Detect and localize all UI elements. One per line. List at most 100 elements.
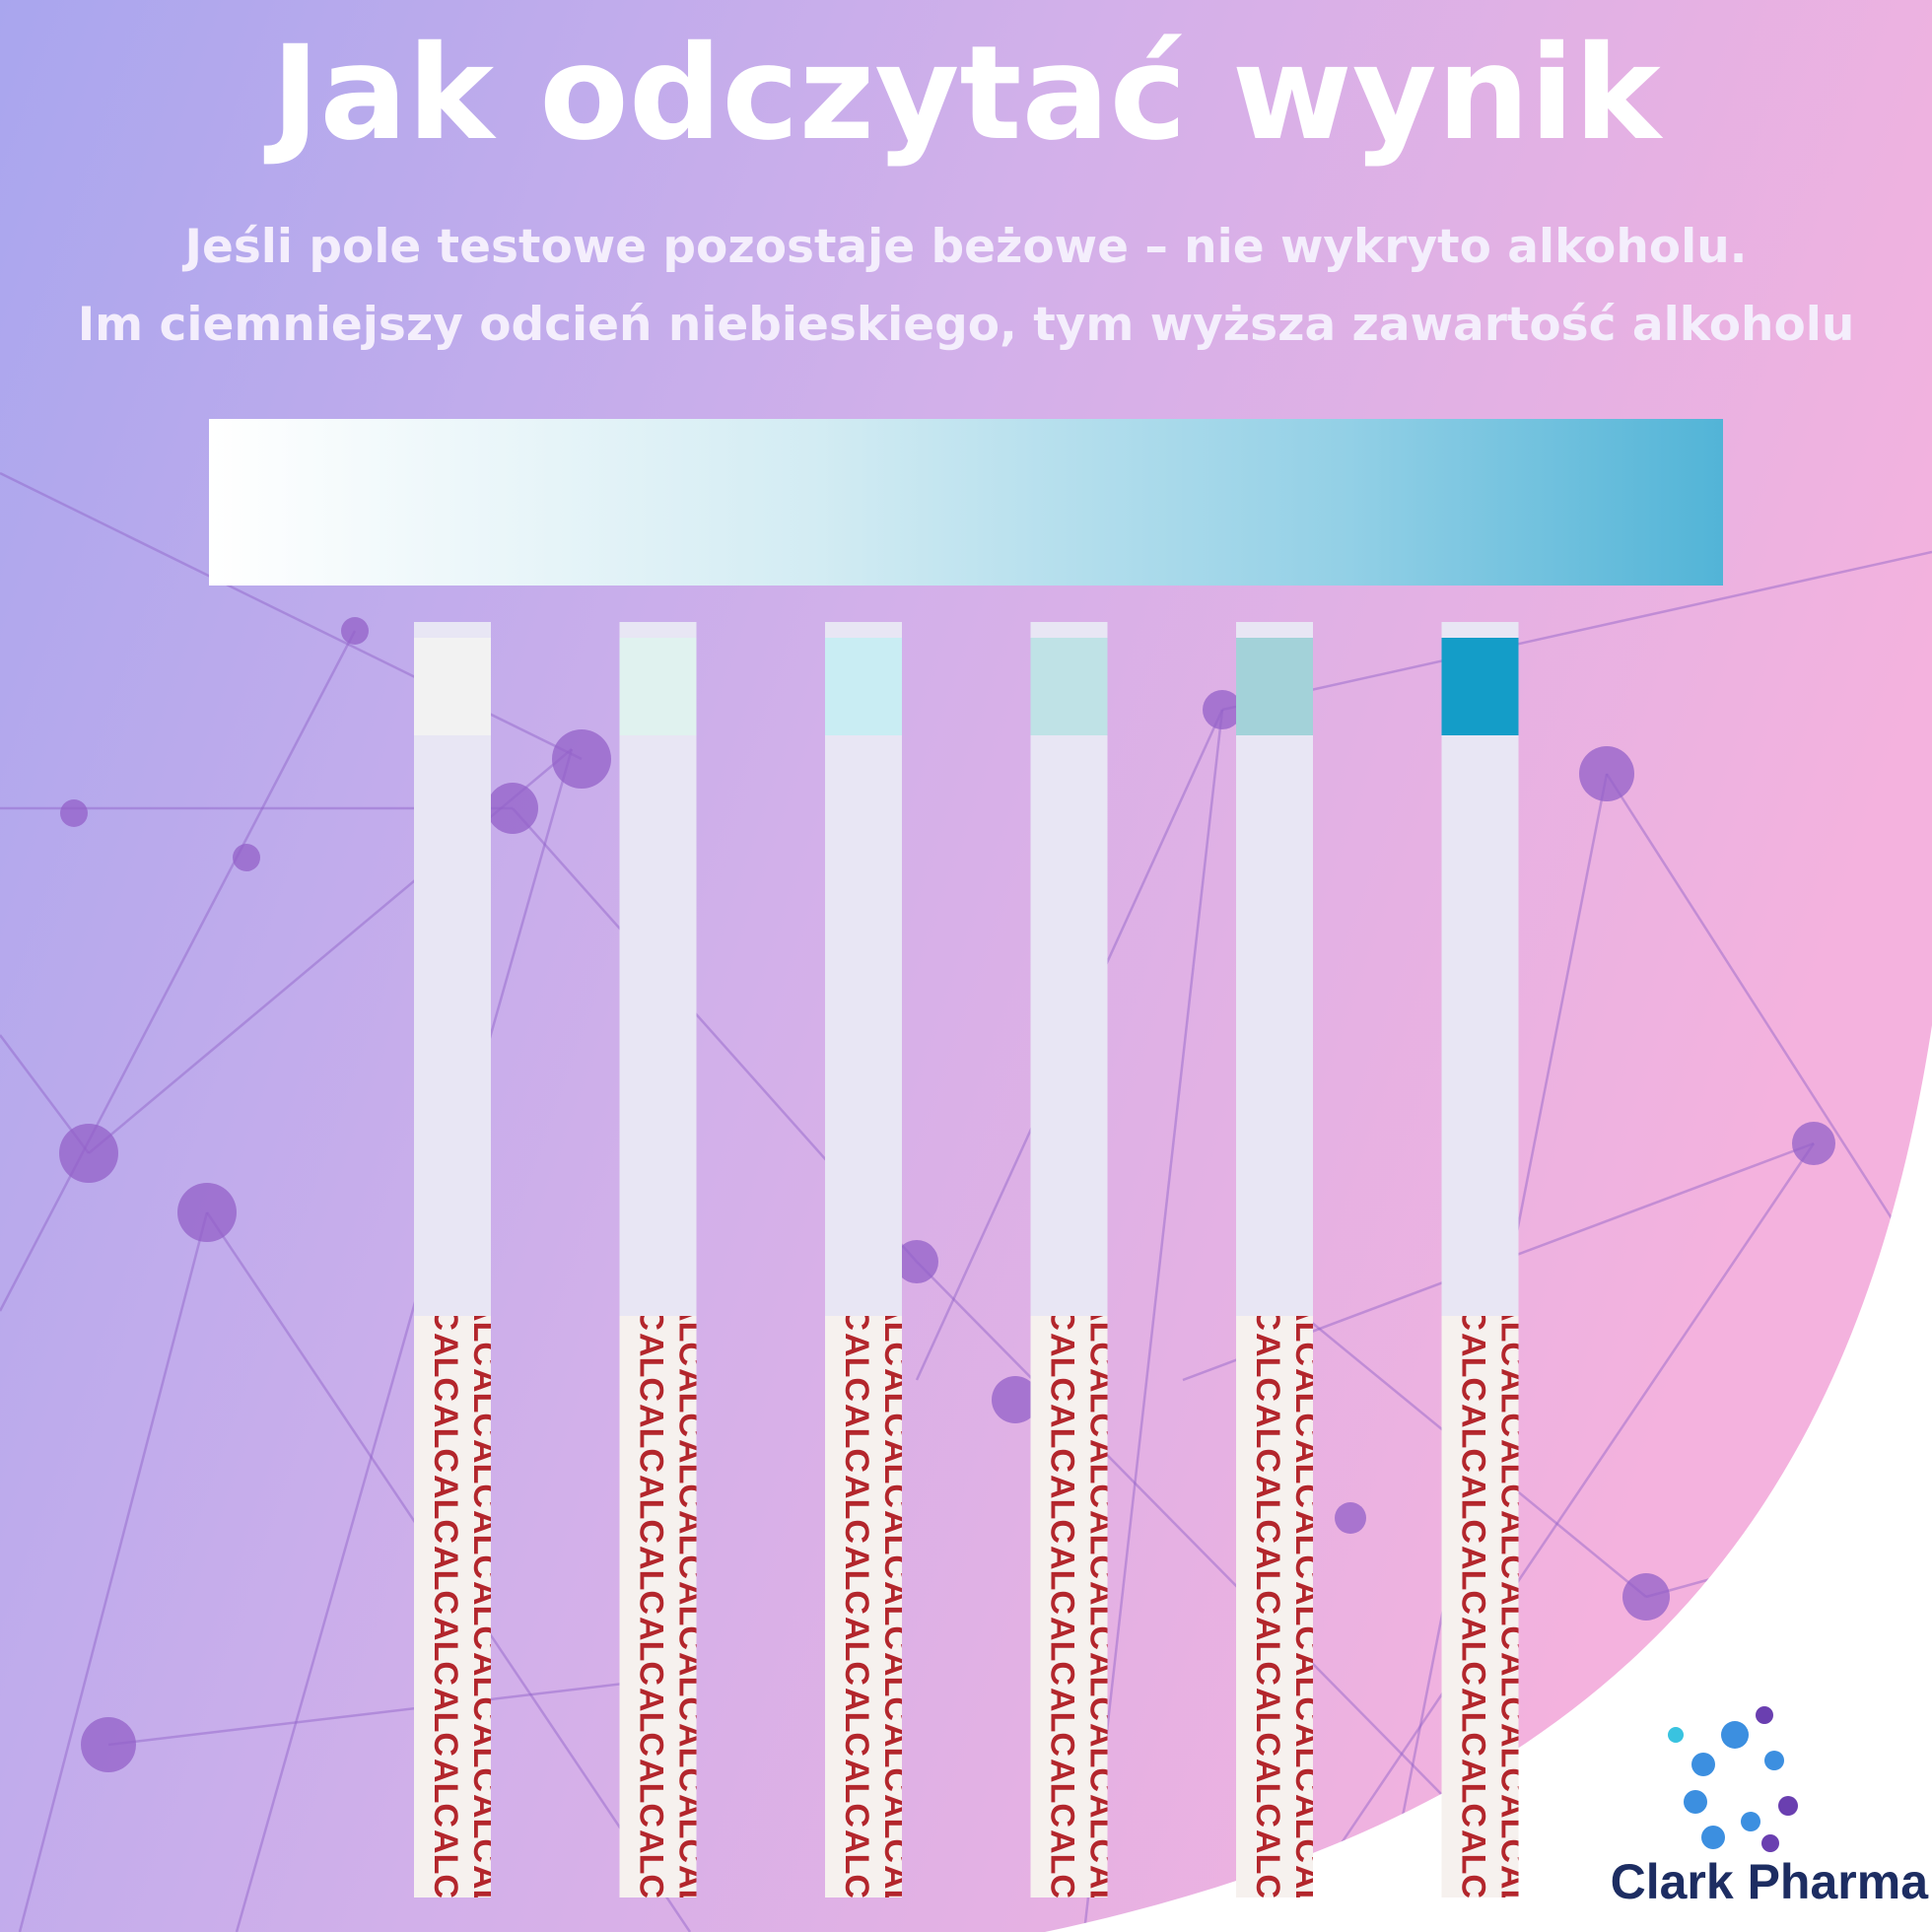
strip-label: ALC	[1455, 1404, 1492, 1473]
strip-label: ALC	[633, 1688, 670, 1757]
strip-label: ALC	[633, 1262, 670, 1331]
strip-label: ALC	[427, 1333, 464, 1402]
strip-label: ALC	[427, 1475, 464, 1544]
strip-label: ALC	[633, 1617, 670, 1686]
strip-base	[1236, 1316, 1313, 1898]
strip-pattern: ALCALCALCALCALCALCALCALCALCALCALCALCALCA…	[633, 1262, 710, 1932]
strip-label: ALC	[877, 1297, 915, 1366]
strip-pattern: ALCALCALCALCALCALCALCALCALCALCALCALCALCA…	[427, 1262, 504, 1898]
strip-base	[414, 1316, 491, 1898]
strip-label: ALC	[838, 1404, 875, 1473]
strip-pattern: ALCALCALCALCALCALCALCALCALCALCALCALCALCA…	[838, 1297, 915, 1932]
strip-label: ALC	[1249, 1262, 1286, 1331]
strip-label: ALC	[1083, 1510, 1121, 1579]
strip-label: ALC	[838, 1759, 875, 1828]
subtitle-line: Im ciemniejszy odcień niebieskiego, tym …	[78, 298, 1855, 352]
strip-label: ALC	[427, 1829, 464, 1898]
strip-label: ALC	[466, 1297, 504, 1366]
strip-label: ALC	[466, 1723, 504, 1792]
strip-label: ALC	[877, 1652, 915, 1721]
strip-label: ALC	[1083, 1297, 1121, 1366]
strip-label: ALC	[877, 1581, 915, 1650]
strip-label: ALC	[427, 1262, 464, 1331]
strip-label: ALC	[427, 1688, 464, 1757]
strip-pattern: ALCALCALCALCALCALCALCALCALCALCALCALCALCA…	[1044, 1262, 1121, 1932]
strip-base	[619, 1316, 697, 1898]
strip-label: ALC	[633, 1475, 670, 1544]
strip-label: ALC	[633, 1829, 670, 1898]
strip-label: ALC	[877, 1510, 915, 1579]
strip-label: ALC	[1455, 1333, 1492, 1402]
strip-label: ALC	[1249, 1688, 1286, 1757]
strip-label: ALC	[1288, 1439, 1326, 1508]
strip-label: ALC	[1288, 1368, 1326, 1437]
strip-label: ALC	[1083, 1865, 1121, 1932]
strip-label: ALC	[672, 1439, 710, 1508]
logo: Clark Pharma	[1611, 1706, 1930, 1909]
strip-label: ALC	[1083, 1723, 1121, 1792]
strip-label: ALC	[1455, 1829, 1492, 1898]
strip-label: ALC	[1494, 1439, 1532, 1508]
strip-label: ALC	[466, 1439, 504, 1508]
corner-panel	[1045, 1025, 1932, 1932]
strip-label: ALC	[1288, 1794, 1326, 1863]
strip-label: ALC	[1249, 1829, 1286, 1898]
strip-label: ALC	[1288, 1297, 1326, 1366]
strip-label: ALC	[1494, 1581, 1532, 1650]
strip-label: ALC	[672, 1510, 710, 1579]
strip-label: ALC	[1044, 1759, 1081, 1828]
strip-label: ALC	[672, 1865, 710, 1932]
strip-label: ALC	[1288, 1723, 1326, 1792]
strip-label: ALC	[672, 1368, 710, 1437]
strip-label: ALC	[877, 1865, 915, 1932]
strip-label: ALC	[1044, 1404, 1081, 1473]
strip-label: ALC	[1455, 1262, 1492, 1331]
strip-label: ALC	[1044, 1829, 1081, 1898]
strip-label: ALC	[1288, 1510, 1326, 1579]
strip-pad	[1441, 638, 1519, 735]
strip-label: ALC	[672, 1794, 710, 1863]
strip-label: ALC	[1249, 1617, 1286, 1686]
strip-label: ALC	[1455, 1617, 1492, 1686]
strip-label: ALC	[1044, 1262, 1081, 1331]
strip-pad	[825, 638, 902, 735]
strip-label: ALC	[466, 1368, 504, 1437]
strip-label: ALC	[466, 1581, 504, 1650]
strip-label: ALC	[1249, 1475, 1286, 1544]
strip-label: ALC	[1455, 1759, 1492, 1828]
strip-base	[1441, 1316, 1519, 1898]
strip-label: ALC	[1494, 1794, 1532, 1863]
strip-label: ALC	[1494, 1510, 1532, 1579]
strip-label: ALC	[1044, 1333, 1081, 1402]
strip-label: ALC	[466, 1794, 504, 1863]
strip-label: ALC	[877, 1794, 915, 1863]
strip-label: ALC	[838, 1617, 875, 1686]
brand-name: Clark Pharma	[1611, 1854, 1930, 1909]
strip-pattern: ALCALCALCALCALCALCALCALCALCALCALCALCALCA…	[1455, 1262, 1532, 1932]
strip-base	[825, 1316, 902, 1898]
strip-label: ALC	[1455, 1475, 1492, 1544]
strip-label: ALC	[633, 1404, 670, 1473]
strip-label: ALC	[1083, 1368, 1121, 1437]
strip-label: ALC	[1249, 1333, 1286, 1402]
strip-label: ALC	[633, 1759, 670, 1828]
strip-label: ALC	[1494, 1368, 1532, 1437]
strip-label: ALC	[1288, 1652, 1326, 1721]
strip-label: ALC	[1044, 1617, 1081, 1686]
strip-label: ALC	[1249, 1404, 1286, 1473]
strip-label: ALC	[1455, 1546, 1492, 1615]
strip-label: ALC	[1494, 1652, 1532, 1721]
strip-label: ALC	[466, 1510, 504, 1579]
strip-label: ALC	[877, 1723, 915, 1792]
strip-pad	[1030, 638, 1108, 735]
subtitle-line: Jeśli pole testowe pozostaje beżowe – ni…	[181, 220, 1747, 274]
strip-label: ALC	[1494, 1865, 1532, 1932]
strip-label: ALC	[427, 1617, 464, 1686]
strip-label: ALC	[672, 1652, 710, 1721]
strip-label: ALC	[838, 1688, 875, 1757]
strip-label: ALC	[1249, 1759, 1286, 1828]
strip-label: ALC	[427, 1404, 464, 1473]
test-strips: ALCALCALCALCALCALCALCALCALCALCALCALCALCA…	[414, 622, 1532, 1932]
